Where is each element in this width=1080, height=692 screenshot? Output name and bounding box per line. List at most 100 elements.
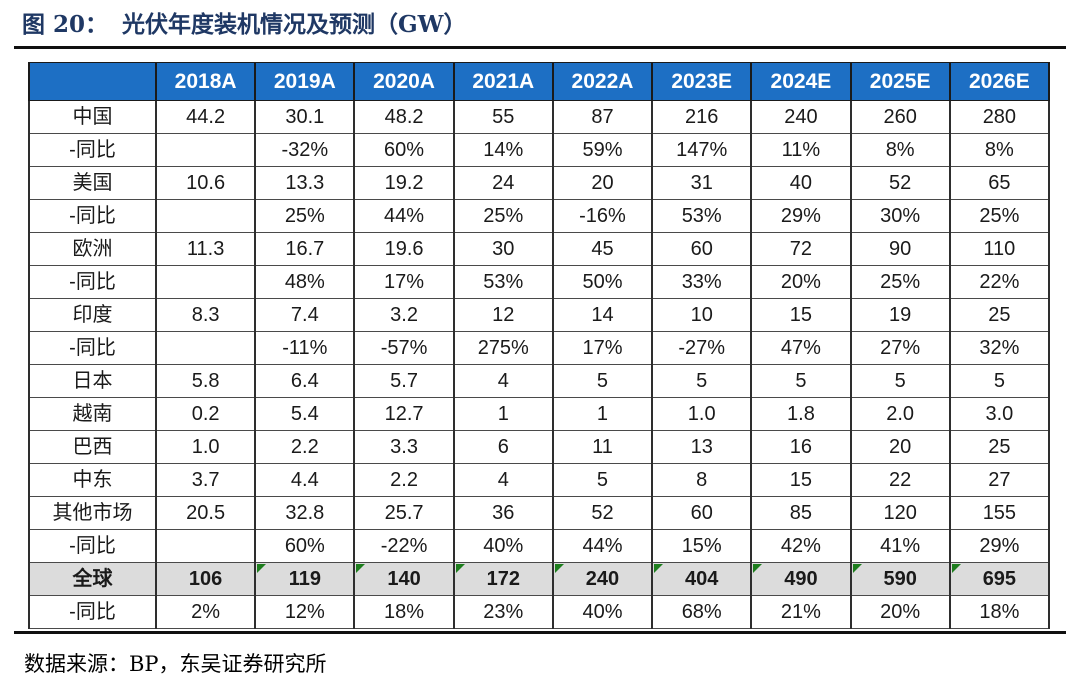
figure-title: 图 20： 光伏年度装机情况及预测（GW） [14,6,1066,46]
value-cell [154,133,257,167]
value-cell: 3.0 [948,397,1051,431]
excel-flag-icon [654,564,664,573]
value-cell: 29% [948,529,1051,563]
value-cell: 17% [353,265,455,299]
value-cell: 65 [948,166,1051,200]
value-cell: 36 [452,496,554,530]
value-cell: 15% [651,529,753,563]
value-cell: 25.7 [353,496,455,530]
value-cell: 33% [651,265,753,299]
table-row: -同比 25% 44% 25% -16% 53% 29% 30% 25% [28,199,1051,233]
row-label-cell: -同比 [28,595,157,629]
row-label-cell: 印度 [28,298,157,332]
value-cell: 20 [551,166,654,200]
value-cell: 60% [353,133,455,167]
row-label-cell: 日本 [28,364,157,398]
value-cell: 32.8 [254,496,356,530]
value-cell [154,265,257,299]
value-cell: 1.0 [154,430,257,464]
value-cell: 216 [651,100,753,134]
value-cell: 48.2 [353,100,455,134]
value-cell: 275% [452,331,554,365]
value-cell: 72 [750,232,852,266]
value-cell: -32% [254,133,356,167]
value-cell: 4 [452,463,554,497]
value-cell: -11% [254,331,356,365]
value-cell: 12% [254,595,356,629]
table-row: -同比 -32% 60% 14% 59% 147% 11% 8% 8% [28,133,1051,167]
table-row: -同比 48% 17% 53% 50% 33% 20% 25% 22% [28,265,1051,299]
value-cell: 29% [750,199,852,233]
value-cell: 20% [849,595,951,629]
row-label-cell: 中国 [28,100,157,134]
value-cell: 5 [651,364,753,398]
value-cell: 42% [750,529,852,563]
value-cell: 106 [154,562,257,596]
value-cell: 45 [551,232,654,266]
row-label-cell: -同比 [28,529,157,563]
value-cell: 60% [254,529,356,563]
value-cell: -27% [651,331,753,365]
value-cell: 90 [849,232,951,266]
value-cell: 41% [849,529,951,563]
value-cell: 5.8 [154,364,257,398]
value-cell: 44% [551,529,654,563]
row-label-cell: -同比 [28,265,157,299]
value-cell: 7.4 [254,298,356,332]
value-cell: 53% [452,265,554,299]
value-cell: 4 [452,364,554,398]
year-header-cell: 2022A [551,62,654,101]
excel-flag-icon [852,564,862,573]
value-cell: 2% [154,595,257,629]
table-row: 其他市场 20.5 32.8 25.7 36 52 60 85 120 155 [28,496,1051,530]
value-cell: 21% [750,595,852,629]
value-cell: 50% [551,265,654,299]
value-cell [154,331,257,365]
figure-title-text: 光伏年度装机情况及预测（GW） [122,11,467,38]
value-cell: 19.6 [353,232,455,266]
value-cell: 27 [948,463,1051,497]
value-cell: 4.4 [254,463,356,497]
value-cell: 59% [551,133,654,167]
value-cell: 110 [948,232,1051,266]
value-cell: 1 [452,397,554,431]
value-cell: 20% [750,265,852,299]
value-cell: 18% [948,595,1051,629]
value-cell: 147% [651,133,753,167]
value-cell: 1 [551,397,654,431]
value-cell: 3.3 [353,430,455,464]
value-cell: 60 [651,496,753,530]
row-label-cell: -同比 [28,199,157,233]
row-label-cell: 美国 [28,166,157,200]
excel-flag-icon [257,564,267,573]
value-cell: 11 [551,430,654,464]
value-cell: 20.5 [154,496,257,530]
value-cell: 5.4 [254,397,356,431]
value-cell: -16% [551,199,654,233]
year-header-cell: 2020A [353,62,455,101]
pv-installation-table: 2018A 2019A 2020A 2021A 2022A 2023E 2024E 2025E… [28,62,1051,629]
value-cell: 280 [948,100,1051,134]
table-row: -同比 60% -22% 40% 44% 15% 42% 41% 29% [28,529,1051,563]
value-cell: 6.4 [254,364,356,398]
value-cell: 25% [254,199,356,233]
value-cell: 6 [452,430,554,464]
table-row: 中东 3.7 4.4 2.2 4 5 8 15 22 27 [28,463,1051,497]
data-source: 数据来源：BP，东吴证券研究所 [24,652,327,676]
value-cell: 13.3 [254,166,356,200]
excel-flag-icon [554,564,564,573]
value-cell: 25% [948,199,1051,233]
value-cell: 30 [452,232,554,266]
table-row: 中国 44.2 30.1 48.2 55 87 216 240 260 280 [28,100,1051,134]
value-cell: 22% [948,265,1051,299]
value-cell: 40% [452,529,554,563]
value-cell: 2.2 [254,430,356,464]
value-cell: 12 [452,298,554,332]
excel-flag-icon [455,564,465,573]
value-cell: 23% [452,595,554,629]
row-label-cell: 欧洲 [28,232,157,266]
row-label-cell: 巴西 [28,430,157,464]
year-header-cell: 2021A [452,62,554,101]
value-cell: 155 [948,496,1051,530]
value-cell: 24 [452,166,554,200]
